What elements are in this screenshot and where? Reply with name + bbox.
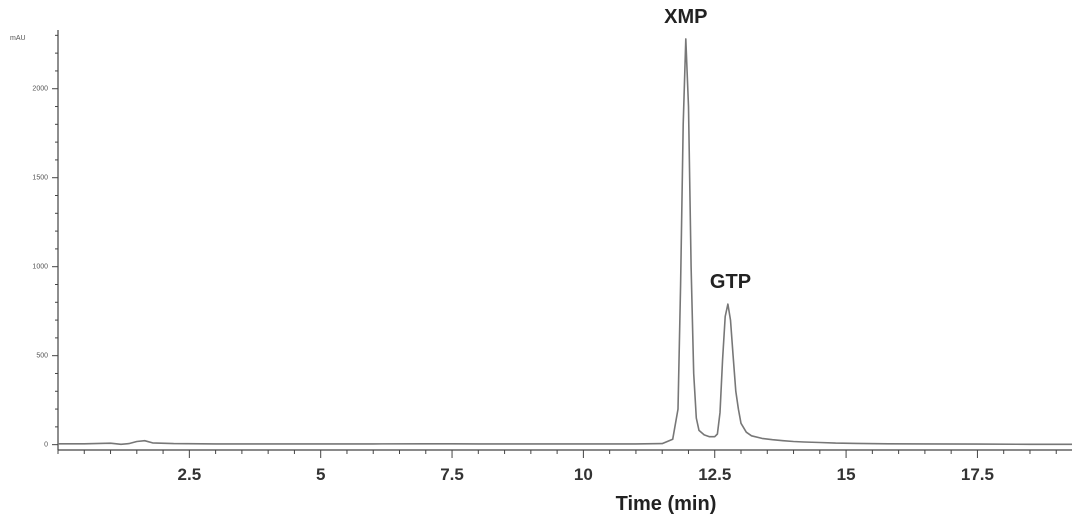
y-axis-unit-label: mAU (10, 35, 26, 42)
x-tick-label: 17.5 (961, 465, 994, 484)
y-tick-label: 0 (44, 442, 48, 449)
annotations-layer: XMP GTP (664, 6, 751, 293)
y-tick-label: 1500 (32, 175, 48, 182)
x-tick-label: 7.5 (440, 465, 464, 484)
peak-label-gtp: GTP (710, 271, 751, 293)
series-layer (58, 38, 1072, 446)
y-tick-label: 500 (36, 353, 48, 360)
x-ticks: 2.5 5 7.5 10 12.5 15 17.5 (57, 450, 1057, 484)
x-axis-label: Time (min) (616, 493, 717, 515)
x-tick-label: 2.5 (178, 465, 202, 484)
y-tick-label: 2000 (32, 86, 48, 93)
x-tick-label: 5 (316, 465, 325, 484)
axes (57, 30, 1072, 451)
chromatogram-trace (58, 38, 1072, 446)
x-tick-label: 15 (837, 465, 856, 484)
peak-label-xmp: XMP (664, 6, 707, 28)
y-tick-label: 1000 (32, 264, 48, 271)
x-tick-label: 12.5 (698, 465, 731, 484)
x-tick-label: 10 (574, 465, 593, 484)
y-ticks: 0 500 1000 1500 2000 (32, 34, 58, 449)
